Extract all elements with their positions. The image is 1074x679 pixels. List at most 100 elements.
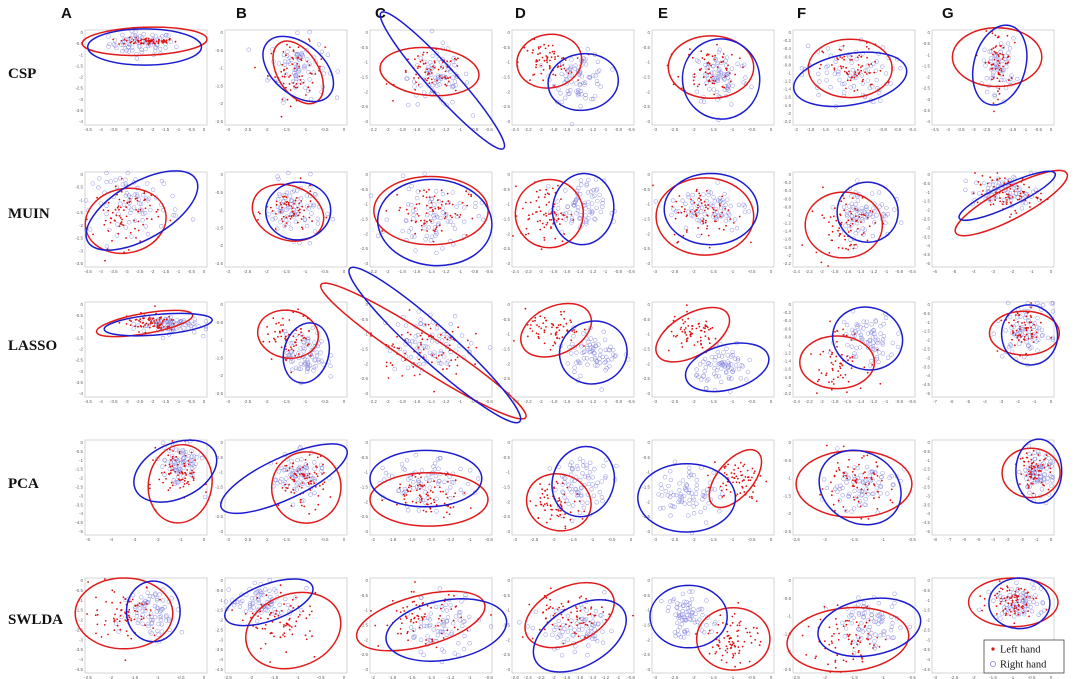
right-hand-point <box>140 218 145 223</box>
right-hand-point <box>143 46 148 52</box>
left-hand-point <box>698 83 701 86</box>
x-tick-label: 0 <box>1050 399 1053 404</box>
right-hand-point <box>725 87 730 92</box>
right-hand-point <box>698 99 704 104</box>
right-hand-point <box>736 202 742 207</box>
left-hand-point <box>746 469 749 472</box>
left-hand-point <box>137 39 140 42</box>
right-hand-point <box>96 185 101 190</box>
left-hand-point <box>415 81 417 84</box>
y-tick-label: -0.5 <box>215 320 223 325</box>
y-tick-label: -1.5 <box>75 608 83 613</box>
left-hand-point <box>997 73 1000 76</box>
left-hand-point <box>308 512 311 515</box>
left-hand-point <box>700 68 703 70</box>
y-tick-label: 0 <box>80 440 83 445</box>
left-hand-point <box>843 209 845 212</box>
left-hand-point <box>135 209 138 211</box>
right-hand-point <box>429 196 435 201</box>
left-hand-point <box>527 218 530 221</box>
right-hand-point <box>865 68 870 73</box>
right-hand-point <box>578 104 583 109</box>
row-label-csp: CSP <box>8 66 36 82</box>
left-hand-point <box>279 211 282 213</box>
left-hand-point <box>559 65 562 68</box>
panel-frame <box>369 29 493 126</box>
left-hand-point <box>856 496 859 499</box>
left-hand-point <box>417 84 420 86</box>
x-tick-label: -2.5 <box>243 537 251 542</box>
left-hand-point <box>120 177 123 180</box>
right-hand-point <box>97 176 102 181</box>
left-hand-point <box>289 476 292 479</box>
left-hand-point <box>456 214 459 216</box>
right-hand-point <box>141 32 146 37</box>
x-tick-label: -2.5 <box>792 537 800 542</box>
right-hand-point <box>126 205 132 210</box>
left-hand-point <box>1016 312 1019 315</box>
x-tick-label: -4 <box>99 269 103 274</box>
right-hand-point <box>436 57 441 62</box>
x-tick-label: -2 <box>150 269 154 274</box>
left-hand-point <box>876 465 879 468</box>
right-hand-point <box>539 63 544 68</box>
left-hand-point <box>691 328 693 330</box>
left-hand-point <box>299 468 301 470</box>
left-hand-point <box>866 56 868 59</box>
left-hand-point <box>1032 461 1035 463</box>
x-tick-label: -4.5 <box>84 399 92 404</box>
panel-frame <box>224 171 348 268</box>
left-hand-point <box>420 343 422 346</box>
x-tick-label: -1.4 <box>427 399 435 404</box>
left-hand-point <box>837 229 839 232</box>
left-hand-point <box>153 325 156 327</box>
left-hand-point <box>281 98 284 101</box>
left-hand-point <box>1027 460 1030 463</box>
left-hand-point <box>747 479 750 482</box>
left-hand-point <box>704 204 707 207</box>
right-hand-point <box>569 73 574 78</box>
left-hand-point <box>274 338 276 341</box>
right-hand-point <box>989 67 994 72</box>
right-hand-point <box>593 73 598 78</box>
left-hand-point <box>454 492 457 494</box>
right-hand-point <box>590 194 595 199</box>
left-hand-point <box>838 235 841 237</box>
left-hand-point <box>575 330 578 333</box>
y-tick-label: -0.5 <box>360 455 368 460</box>
left-hand-point <box>544 212 547 215</box>
left-hand-point <box>535 190 538 193</box>
left-hand-point <box>996 172 999 174</box>
left-hand-point <box>1018 339 1020 342</box>
left-hand-point <box>890 488 893 491</box>
right-hand-point <box>426 83 431 88</box>
y-tick-label: -1.5 <box>922 63 930 68</box>
left-hand-point <box>704 221 707 224</box>
left-hand-point <box>1036 477 1038 480</box>
left-hand-point <box>856 486 859 489</box>
left-hand-point <box>829 320 831 323</box>
left-hand-point <box>997 90 999 93</box>
right-hand-point <box>170 193 175 199</box>
left-hand-point <box>159 317 162 320</box>
x-tick-label: -1.4 <box>576 269 584 274</box>
left-hand-point <box>681 319 684 321</box>
right-hand-point <box>293 219 299 224</box>
left-hand-point <box>414 232 417 235</box>
left-hand-point <box>446 192 449 195</box>
y-tick-label: 0 <box>927 172 930 177</box>
x-tick-label: -0.8 <box>614 269 622 274</box>
left-hand-point <box>119 216 122 219</box>
right-hand-point <box>133 29 139 35</box>
right-hand-ellipse <box>792 51 908 108</box>
left-hand-point <box>855 243 857 246</box>
right-hand-point <box>411 216 416 221</box>
left-hand-point <box>675 335 677 338</box>
panel-pca-f: -2.5 -2 -1.5 -1 -0.50-0.5-1-1.5-2-2.5 <box>783 439 916 542</box>
right-hand-point <box>413 207 419 212</box>
left-hand-point <box>581 518 584 520</box>
left-hand-point <box>315 465 317 467</box>
left-hand-point <box>972 192 975 195</box>
left-hand-point <box>435 324 438 326</box>
